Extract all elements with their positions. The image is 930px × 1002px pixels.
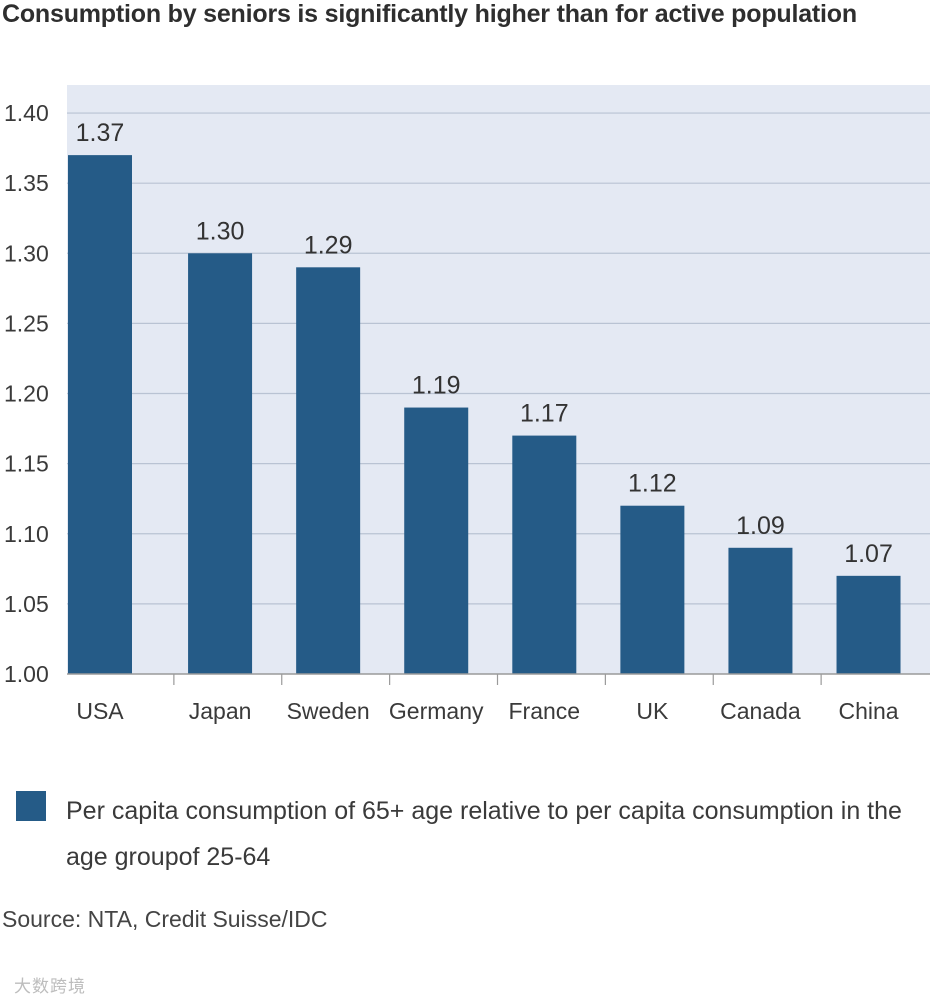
bar-uk (620, 505, 685, 674)
y-tick-label: 1.30 (4, 240, 49, 266)
y-tick-label: 1.05 (4, 591, 49, 617)
y-tick-label: 1.00 (4, 661, 49, 687)
bar-usa (68, 155, 132, 675)
x-tick-label-usa: USA (76, 698, 124, 724)
data-label-usa: 1.37 (76, 119, 125, 147)
bar-chart: 1.00 1.05 1.10 1.15 1.20 1.25 1.30 1.35 1.40 1.37… (4, 85, 930, 724)
data-label-china: 1.07 (844, 540, 893, 568)
bar-france (512, 435, 577, 674)
bar-china (836, 575, 901, 674)
data-label-germany: 1.19 (412, 372, 461, 400)
bar-japan (188, 253, 253, 675)
data-label-uk: 1.12 (628, 470, 677, 498)
x-tick-label-china: China (838, 698, 898, 724)
data-label-sweden: 1.29 (304, 231, 353, 259)
legend-swatch (16, 791, 46, 821)
x-tick-label-sweden: Sweden (287, 698, 370, 724)
data-label-france: 1.17 (520, 400, 569, 428)
x-tick-label-japan: Japan (189, 698, 252, 724)
chart-title: Consumption by seniors is significantly … (2, 0, 857, 28)
source-note: Source: NTA, Credit Suisse/IDC (2, 906, 328, 932)
watermark-logo: 大数跨境 (14, 977, 86, 996)
y-tick-label: 1.10 (4, 521, 49, 547)
y-tick-label: 1.40 (4, 100, 49, 126)
legend-label: Per capita consumption of 65+ age relati… (66, 797, 902, 871)
bar-germany (404, 407, 469, 674)
data-label-canada: 1.09 (736, 512, 785, 540)
y-tick-label: 1.15 (4, 451, 49, 477)
bar-sweden (296, 267, 361, 674)
data-label-japan: 1.30 (196, 217, 245, 245)
x-tick-label-germany: Germany (389, 698, 484, 724)
bar-canada (728, 547, 793, 674)
x-tick-label-uk: UK (636, 698, 669, 724)
y-tick-label: 1.35 (4, 170, 49, 196)
x-tick-label-canada: Canada (720, 698, 801, 724)
y-tick-label: 1.25 (4, 310, 49, 336)
y-tick-label: 1.20 (4, 381, 49, 407)
x-tick-label-france: France (509, 698, 581, 724)
